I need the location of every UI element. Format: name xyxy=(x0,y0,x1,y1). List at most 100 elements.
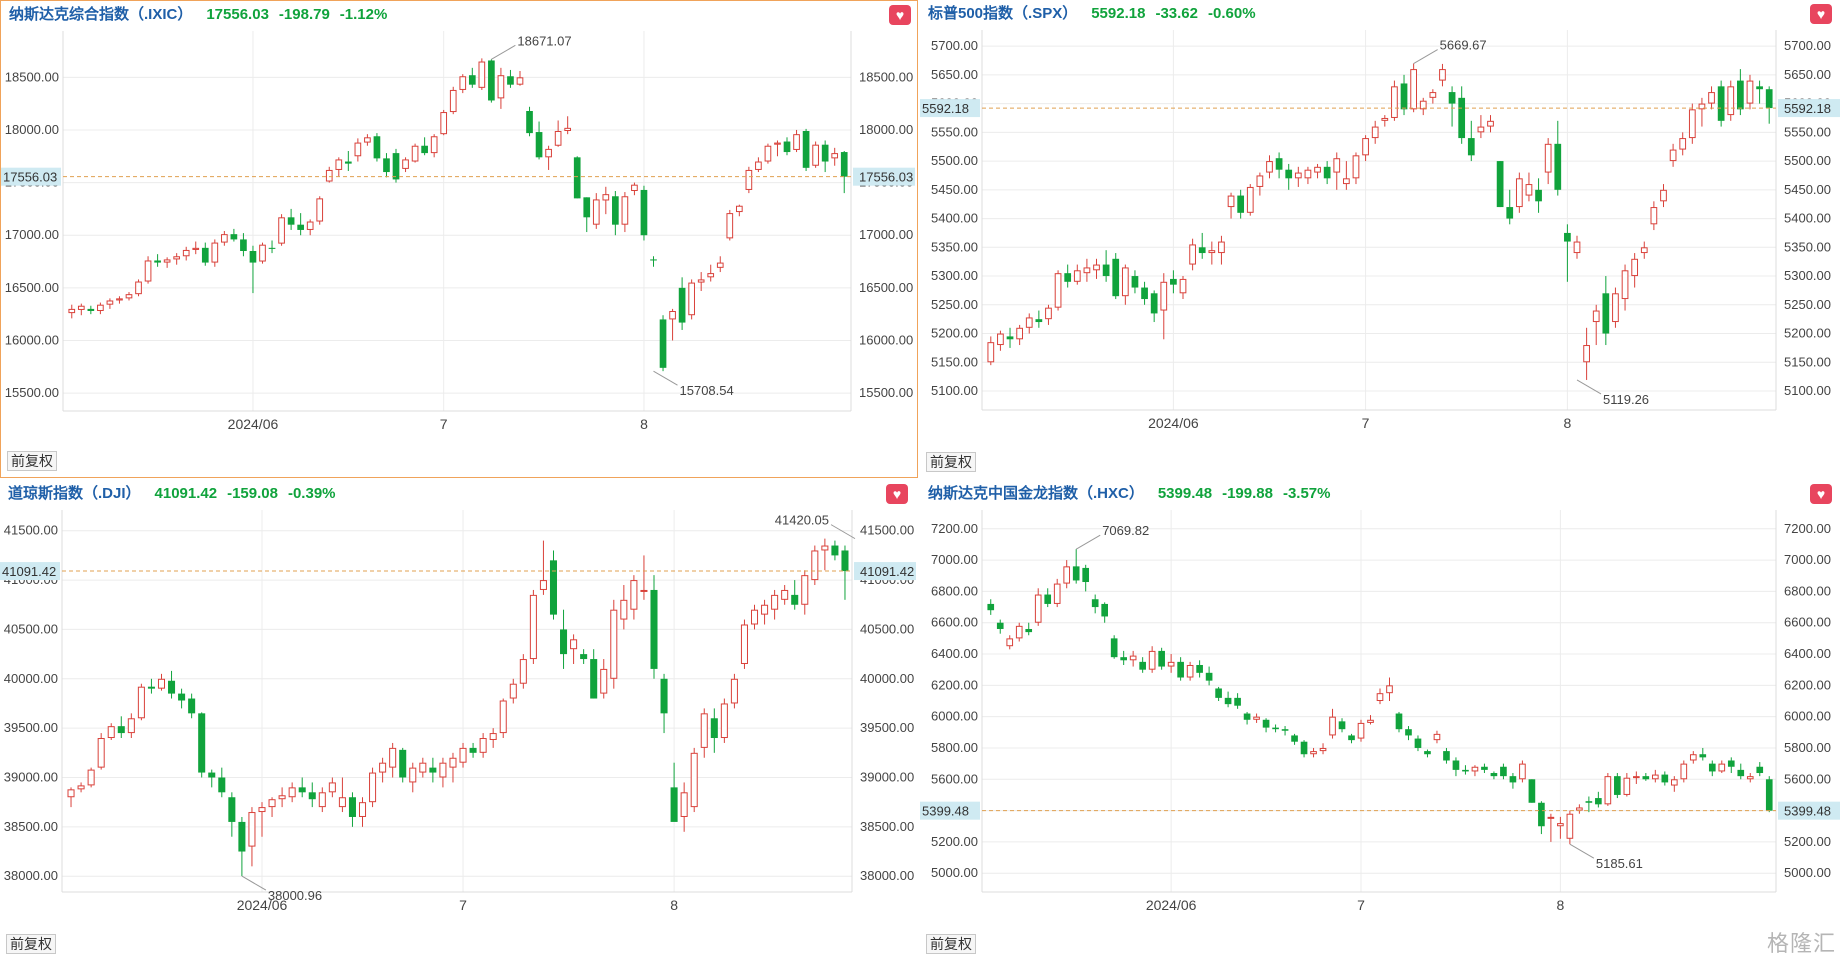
candle xyxy=(1205,666,1213,686)
extreme-annotation: 38000.96 xyxy=(268,888,322,903)
candle xyxy=(157,673,166,691)
y-tick-label-left: 5300.00 xyxy=(931,268,978,283)
candle-body-up xyxy=(1034,594,1042,623)
candle xyxy=(106,298,114,309)
candle xyxy=(570,634,578,664)
candle-body-up xyxy=(745,169,753,190)
candle-body-down xyxy=(560,629,568,655)
candle xyxy=(1367,715,1374,725)
candle-body-down xyxy=(249,251,257,263)
favorite-heart-icon[interactable]: ♥ xyxy=(1810,484,1832,504)
y-tick-label-left: 5800.00 xyxy=(931,740,978,755)
candle-body-down xyxy=(1272,727,1279,730)
candle-body-up xyxy=(258,807,266,813)
candle-body-up xyxy=(716,262,724,268)
candle xyxy=(117,716,125,739)
candle xyxy=(1381,115,1389,127)
current-price-label-right: 5399.48 xyxy=(1784,804,1831,819)
y-tick-label-right: 16000.00 xyxy=(859,332,913,347)
candle-body-down xyxy=(821,144,829,162)
y-tick-label-right: 38500.00 xyxy=(860,819,914,834)
candle-body-up xyxy=(411,145,419,162)
adjust-mode-button[interactable]: 前复权 xyxy=(926,934,976,954)
extreme-annotation: 18671.07 xyxy=(517,33,571,48)
candle xyxy=(793,129,800,153)
candle xyxy=(1604,773,1612,806)
x-tick-label: 7 xyxy=(459,897,467,913)
candle xyxy=(1082,564,1090,592)
index-price: 17556.03 xyxy=(206,6,269,23)
candle-body-up xyxy=(1016,327,1023,340)
candle-body-down xyxy=(1490,773,1498,777)
candle-body-down xyxy=(1205,672,1213,681)
candle-body-down xyxy=(1458,97,1466,139)
candle-body-down xyxy=(535,132,543,158)
candle-body-up xyxy=(680,792,688,817)
candle-body-down xyxy=(383,158,390,173)
candle xyxy=(1167,654,1175,673)
candle xyxy=(1717,80,1725,127)
candle-body-up xyxy=(1006,638,1014,647)
candle xyxy=(208,769,216,788)
candle-body-up xyxy=(1471,766,1479,772)
index-name[interactable]: 纳斯达克中国金龙指数（.HXC） xyxy=(928,485,1144,502)
adjust-mode-button[interactable]: 前复权 xyxy=(926,452,976,472)
candle xyxy=(801,570,809,615)
candle-body-down xyxy=(1452,760,1460,770)
candle-body-up xyxy=(1093,264,1100,271)
y-tick-label-left: 5350.00 xyxy=(931,239,978,254)
candle xyxy=(97,733,105,770)
favorite-heart-icon[interactable]: ♥ xyxy=(1810,4,1832,24)
candle xyxy=(77,303,85,316)
candle-body-down xyxy=(996,622,1004,629)
candle xyxy=(783,137,791,156)
index-change: -159.08 xyxy=(227,485,278,502)
favorite-heart-icon[interactable]: ♥ xyxy=(886,484,908,504)
y-tick-label-left: 15500.00 xyxy=(5,385,59,400)
candle-body-down xyxy=(507,76,514,85)
candle xyxy=(238,816,246,877)
candle xyxy=(841,545,849,600)
adjust-mode-button[interactable]: 前复权 xyxy=(6,934,56,954)
favorite-heart-icon[interactable]: ♥ xyxy=(889,5,911,25)
candle-body-up xyxy=(489,733,497,740)
extreme-annotation: 7069.82 xyxy=(1102,523,1149,538)
index-name[interactable]: 道琼斯指数（.DJI） xyxy=(8,485,141,502)
adjust-mode-button[interactable]: 前复权 xyxy=(7,451,57,471)
candle-body-up xyxy=(163,259,171,263)
candle-body-up xyxy=(630,580,638,610)
index-name[interactable]: 标普500指数（.SPX） xyxy=(928,5,1078,22)
y-tick-label-left: 5150.00 xyxy=(931,354,978,369)
candle xyxy=(610,599,618,689)
y-tick-label-right: 39000.00 xyxy=(860,769,914,784)
candle xyxy=(519,654,527,689)
candle-body-up xyxy=(1218,241,1225,254)
candle xyxy=(478,58,486,90)
candle xyxy=(1429,89,1437,104)
candle xyxy=(1150,290,1158,323)
annotation-leader xyxy=(1569,843,1595,859)
y-tick-label-right: 6400.00 xyxy=(1784,646,1831,661)
candle-body-up xyxy=(764,145,772,162)
candle xyxy=(1633,771,1640,784)
candle-body-down xyxy=(1262,719,1270,728)
candle xyxy=(1756,762,1764,777)
index-name[interactable]: 纳斯达克综合指数（.IXIC） xyxy=(9,6,193,23)
candle-body-up xyxy=(688,282,695,316)
candle-body-down xyxy=(583,197,591,218)
candle xyxy=(1189,238,1196,271)
candle-body-up xyxy=(801,575,809,605)
candle-body-up xyxy=(600,668,608,694)
candle-body-up xyxy=(620,599,628,620)
candle-body-up xyxy=(1621,270,1629,300)
candle-body-down xyxy=(590,659,598,699)
candle-body-down xyxy=(201,247,209,263)
y-tick-label-right: 40000.00 xyxy=(860,671,914,686)
candle xyxy=(791,580,799,610)
candle xyxy=(761,599,769,625)
candle-body-up xyxy=(774,142,781,145)
candle xyxy=(1025,622,1033,636)
candle-body-down xyxy=(1614,776,1621,795)
candle-body-up xyxy=(1652,774,1659,780)
candle-body-up xyxy=(97,738,105,768)
